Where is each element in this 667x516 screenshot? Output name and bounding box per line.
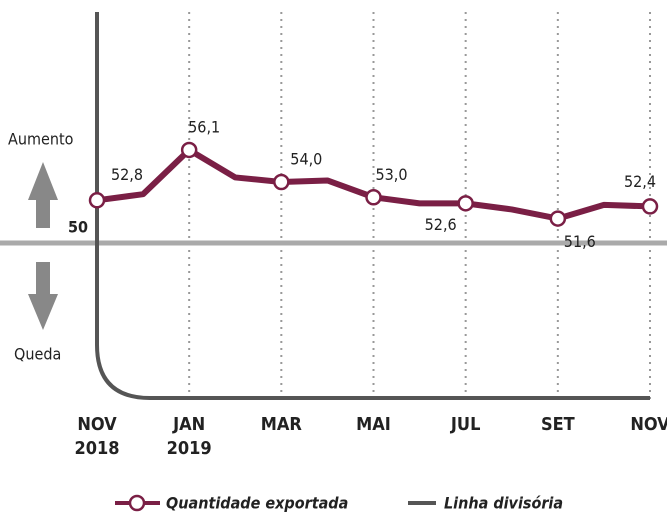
legend-label: Linha divisória [444,494,563,513]
data-label: 53,0 [375,165,407,184]
legend-label: Quantidade exportada [166,494,348,513]
marker [365,189,382,206]
x-tick-label: MAR [260,414,302,435]
marker [457,195,474,212]
annotation: Aumento [8,130,74,149]
marker [641,198,659,215]
x-tick-label: JAN 2019 [166,414,212,459]
x-tick-label: JUL [450,414,481,435]
y-tick-label: 50 [68,218,88,237]
data-label: 51,6 [564,232,596,251]
data-label: 54,0 [290,150,322,169]
data-label: 52,6 [425,215,457,234]
x-tick-label: NOV 2018 [74,414,120,459]
x-tick-label: MAI [356,414,391,435]
data-label: 52,8 [111,165,143,184]
divider-line [95,12,650,400]
x-tick-label: SET [540,414,575,435]
legend-swatch [128,494,146,512]
data-label: 56,1 [188,117,220,136]
annotation: Queda [14,345,61,364]
up-arrow [28,162,58,228]
marker [180,141,198,159]
down-arrow [28,262,58,330]
marker [549,210,567,227]
data-label: 52,4 [624,172,656,191]
marker [273,173,290,191]
x-tick-label: NOV [630,414,667,435]
marker [88,192,106,209]
